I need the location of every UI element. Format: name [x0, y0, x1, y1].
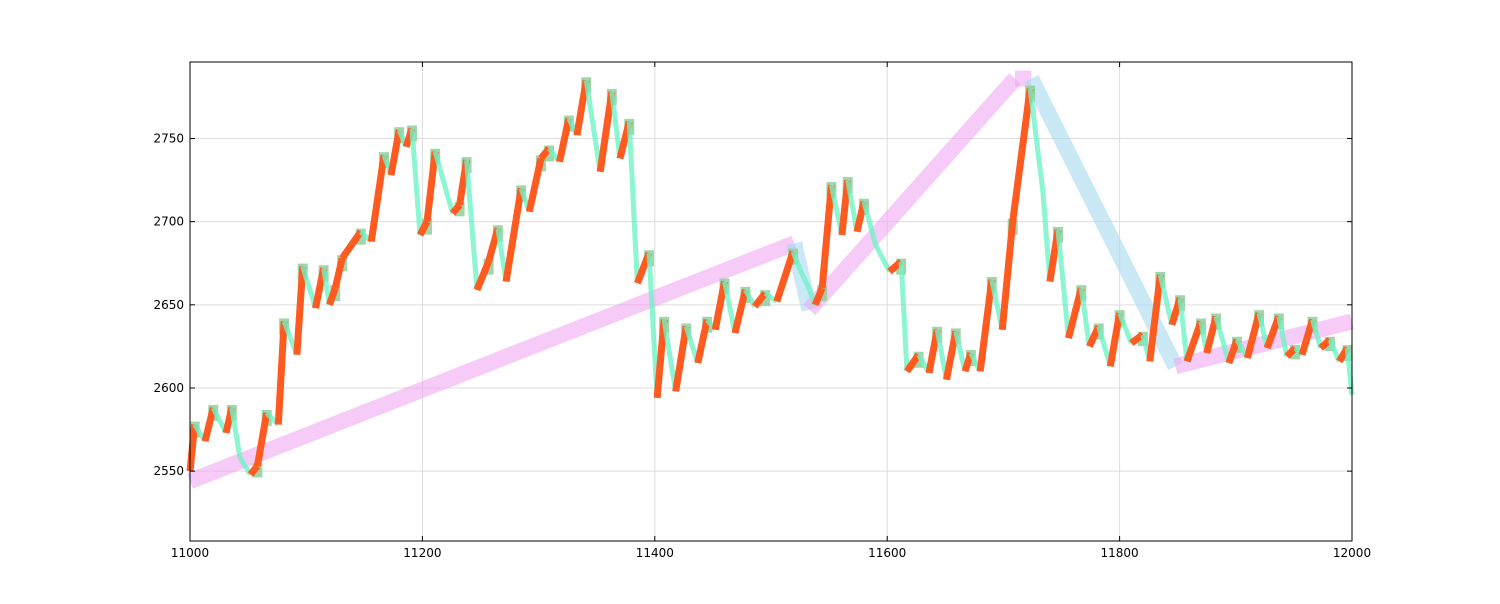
down-swing-segment [898, 261, 910, 372]
up-swing-segment [1284, 345, 1298, 359]
up-swing-segment [253, 412, 271, 467]
down-swing-segment [1027, 88, 1046, 193]
y-tick-label: 2650 [153, 298, 184, 312]
up-swing-segment [556, 117, 573, 163]
up-swing-segment [1106, 312, 1124, 367]
up-swing-segment [331, 257, 346, 289]
up-swing-segment [943, 330, 960, 381]
up-swing-segment [998, 221, 1017, 331]
up-swing-segment [925, 329, 941, 374]
up-swing-segment [423, 151, 439, 223]
down-swing-segment [1177, 297, 1190, 362]
up-swing-segment [367, 154, 388, 243]
price-swings [186, 79, 1355, 477]
up-swing-segment [573, 79, 590, 136]
down-swing-segment [229, 407, 243, 459]
down-swing-segment [722, 281, 738, 334]
x-tick-label: 11000 [171, 546, 209, 560]
down-swing-segment [409, 128, 423, 236]
up-swing-segment [694, 319, 711, 364]
up-swing-segment [449, 202, 463, 216]
up-swing-segment [1009, 88, 1034, 223]
up-swing-segment [731, 289, 749, 334]
y-tick-label: 2550 [153, 464, 184, 478]
trend-up-segment [187, 235, 798, 489]
down-swing-segment [1055, 229, 1071, 339]
x-tick-label: 11400 [636, 546, 674, 560]
down-swing-segment [661, 319, 679, 392]
x-tick-label: 12000 [1333, 546, 1371, 560]
x-axis: 11000 11200 11400 11600 11800 12000 [171, 62, 1371, 560]
down-swing-segment [873, 243, 892, 273]
up-swing-segment [1203, 315, 1220, 354]
up-swing-segment [247, 463, 261, 477]
y-axis: 2550 2600 2650 2700 2750 [153, 132, 1352, 478]
down-swing-segment [1310, 319, 1324, 349]
up-swing-segment [274, 321, 288, 425]
up-swing-segment [186, 424, 199, 472]
down-swing-segment [1276, 315, 1290, 357]
trend-up-segment [803, 73, 1021, 316]
up-swing-segment [672, 325, 690, 392]
up-swing-segment [904, 352, 922, 374]
up-swing-segment [1225, 338, 1241, 365]
up-swing-segment [811, 286, 826, 307]
y-tick-label: 2750 [153, 132, 184, 146]
up-swing-segment [1263, 315, 1283, 350]
up-swing-segment [751, 291, 768, 309]
up-swing-segment [339, 229, 364, 261]
up-swing-segment [711, 280, 728, 331]
down-swing-segment [1078, 287, 1092, 347]
down-swing-segment [583, 79, 603, 173]
y-tick-label: 2700 [153, 215, 184, 229]
up-swing-segment [387, 129, 403, 176]
up-swing-segment [201, 407, 217, 443]
up-swing-segment [1065, 287, 1085, 339]
up-swing-segment [326, 287, 339, 306]
up-swing-segment [1146, 274, 1164, 362]
down-swing-segment [1344, 347, 1355, 395]
down-swing-segment [626, 121, 640, 284]
up-swing-segment [293, 266, 307, 355]
up-swing-segment [976, 279, 996, 372]
up-swing-segment [416, 220, 431, 237]
trend-down-segment [1024, 75, 1183, 370]
down-swing-segment [1117, 312, 1134, 344]
x-tick-label: 11800 [1101, 546, 1139, 560]
up-swing-segment [773, 250, 797, 303]
up-swing-segment [1244, 312, 1263, 359]
plot-frame [189, 61, 1353, 542]
up-swing-segment [1298, 318, 1316, 356]
up-swing-segment [838, 179, 852, 236]
down-swing-segment [432, 151, 456, 215]
down-swing-segment [790, 250, 803, 271]
up-swing-segment [502, 187, 525, 283]
y-tick-label: 2600 [153, 381, 184, 395]
down-swing-segment [797, 268, 811, 288]
x-tick-label: 11200 [403, 546, 441, 560]
up-swing-segment [525, 157, 545, 213]
up-swing-segment [1183, 320, 1205, 363]
up-swing-segment [818, 184, 835, 289]
x-tick-label: 11600 [868, 546, 906, 560]
down-swing-segment [464, 159, 480, 291]
up-swing-segment [473, 260, 492, 292]
up-swing-segment [596, 91, 616, 173]
down-swing-segment [609, 91, 623, 159]
down-swing-segment [861, 201, 878, 246]
up-swing-segment [653, 319, 668, 399]
down-swing-segment [1213, 315, 1232, 364]
down-swing-segment [1157, 274, 1175, 326]
